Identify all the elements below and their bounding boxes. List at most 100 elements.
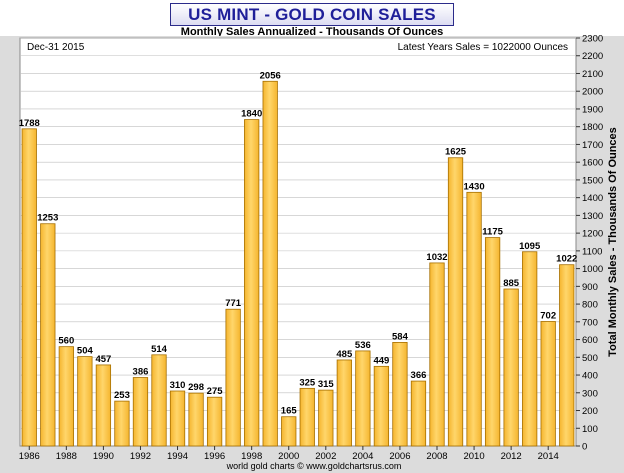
y-tick-label: 0 [582, 442, 587, 453]
data-label-1990: 457 [95, 354, 111, 365]
bar-2007 [410, 380, 427, 447]
y-tick-label: 2100 [582, 69, 603, 80]
bar-1994 [169, 390, 186, 447]
bar-1999 [262, 80, 278, 447]
y-tick-label: 400 [582, 371, 598, 382]
data-label-1997: 771 [225, 298, 242, 309]
bar-2002 [318, 389, 334, 447]
y-tick-label: 2300 [582, 34, 603, 45]
x-tick-label: 1998 [241, 451, 262, 462]
bar-1990 [95, 364, 112, 447]
y-tick-label: 600 [582, 335, 598, 346]
x-tick-label: 2006 [389, 451, 410, 462]
grid-layer [20, 37, 576, 429]
bar-2015 [559, 264, 575, 447]
bar-2004 [355, 350, 371, 447]
x-tick-label: 1996 [204, 451, 225, 462]
x-tick-label: 2008 [426, 451, 447, 462]
x-tick-label: 2002 [315, 451, 336, 462]
data-label-2001: 325 [299, 377, 316, 388]
bar-2009 [447, 157, 464, 447]
y-tick-label: 500 [582, 353, 598, 364]
data-label-1993: 514 [151, 344, 168, 355]
x-tick-label: 1992 [130, 451, 151, 462]
data-label-2008: 1032 [426, 252, 447, 263]
data-label-2005: 449 [373, 355, 389, 366]
credit-label: world gold charts © www.goldchartsrus.co… [226, 461, 402, 471]
data-label-2013: 1095 [519, 241, 541, 252]
data-label-2007: 366 [411, 370, 427, 381]
y-tick-label: 1700 [582, 140, 603, 151]
data-label-2014: 702 [540, 310, 556, 321]
data-label-1987: 1253 [37, 213, 58, 224]
data-label-2002: 315 [318, 379, 335, 390]
data-label-1999: 2056 [260, 70, 281, 81]
bar-2005 [373, 365, 390, 447]
bar-1996 [206, 396, 223, 447]
y-tick-label: 100 [582, 424, 598, 435]
data-label-1995: 298 [188, 382, 204, 393]
y-tick-label: 2200 [582, 51, 603, 62]
bar-layer [21, 80, 575, 447]
y-tick-label: 1100 [582, 246, 602, 257]
data-label-1994: 310 [170, 380, 186, 391]
bar-1995 [188, 392, 204, 447]
x-tick-label: 1988 [56, 451, 77, 462]
y-tick-label: 800 [582, 300, 598, 311]
x-tick-label: 1994 [167, 451, 188, 462]
data-label-2010: 1430 [463, 181, 484, 192]
x-axis: 1986 1988 1990 1992 1994 1996 1998 2000 2002 2004… [19, 446, 559, 462]
y-tick-label: 200 [582, 406, 598, 417]
date-label: Dec-31 2015 [27, 42, 85, 53]
data-label-1998: 1840 [241, 109, 262, 120]
y-tick-label: 1500 [582, 175, 603, 186]
data-label-2012: 885 [503, 278, 520, 289]
data-label-2006: 584 [392, 331, 409, 342]
bar-2012 [503, 288, 519, 447]
chart-subtitle: Monthly Sales Annualized - Thousands Of … [180, 26, 444, 38]
bar-2010 [466, 191, 482, 447]
data-label-2011: 1175 [482, 227, 503, 238]
y-tick-label: 700 [582, 317, 598, 328]
bar-2001 [299, 387, 315, 447]
bar-1986 [21, 128, 37, 447]
y-tick-label: 1200 [582, 229, 603, 240]
data-label-2003: 485 [336, 349, 353, 360]
data-label-1988: 560 [58, 336, 74, 347]
y-tick-label: 1000 [582, 264, 603, 275]
bar-2008 [429, 262, 445, 447]
bar-1989 [77, 356, 93, 447]
y-tick-label: 1300 [582, 211, 603, 222]
bar-1992 [132, 377, 149, 447]
x-tick-label: 2004 [352, 451, 373, 462]
data-label-1991: 253 [114, 390, 130, 401]
bar-1991 [114, 400, 130, 447]
x-tick-label: 2014 [538, 451, 559, 462]
chart-title: US MINT - GOLD COIN SALES [170, 3, 454, 26]
bar-2003 [336, 359, 352, 447]
bar-2011 [484, 237, 501, 447]
plot-area [19, 37, 577, 447]
y-tick-label: 1900 [582, 104, 603, 115]
x-tick-label: 1990 [93, 451, 114, 462]
data-label-2009: 1625 [445, 147, 467, 158]
data-label-1986: 1788 [19, 118, 40, 129]
bar-1993 [151, 354, 167, 447]
data-label-2004: 536 [355, 340, 371, 351]
bar-1987 [40, 223, 56, 447]
bar-1988 [58, 346, 74, 447]
x-tick-label: 2000 [278, 451, 299, 462]
x-tick-label: 2012 [501, 451, 522, 462]
bar-1998 [244, 119, 260, 447]
data-label-1989: 504 [77, 346, 94, 357]
y-tick-label: 300 [582, 388, 598, 399]
data-label-2000: 165 [281, 406, 298, 417]
data-label-1992: 386 [133, 367, 149, 378]
y-tick-label: 1600 [582, 158, 603, 169]
data-label-2015: 1022 [556, 254, 577, 265]
bar-2014 [540, 321, 556, 447]
bar-1997 [225, 308, 241, 447]
